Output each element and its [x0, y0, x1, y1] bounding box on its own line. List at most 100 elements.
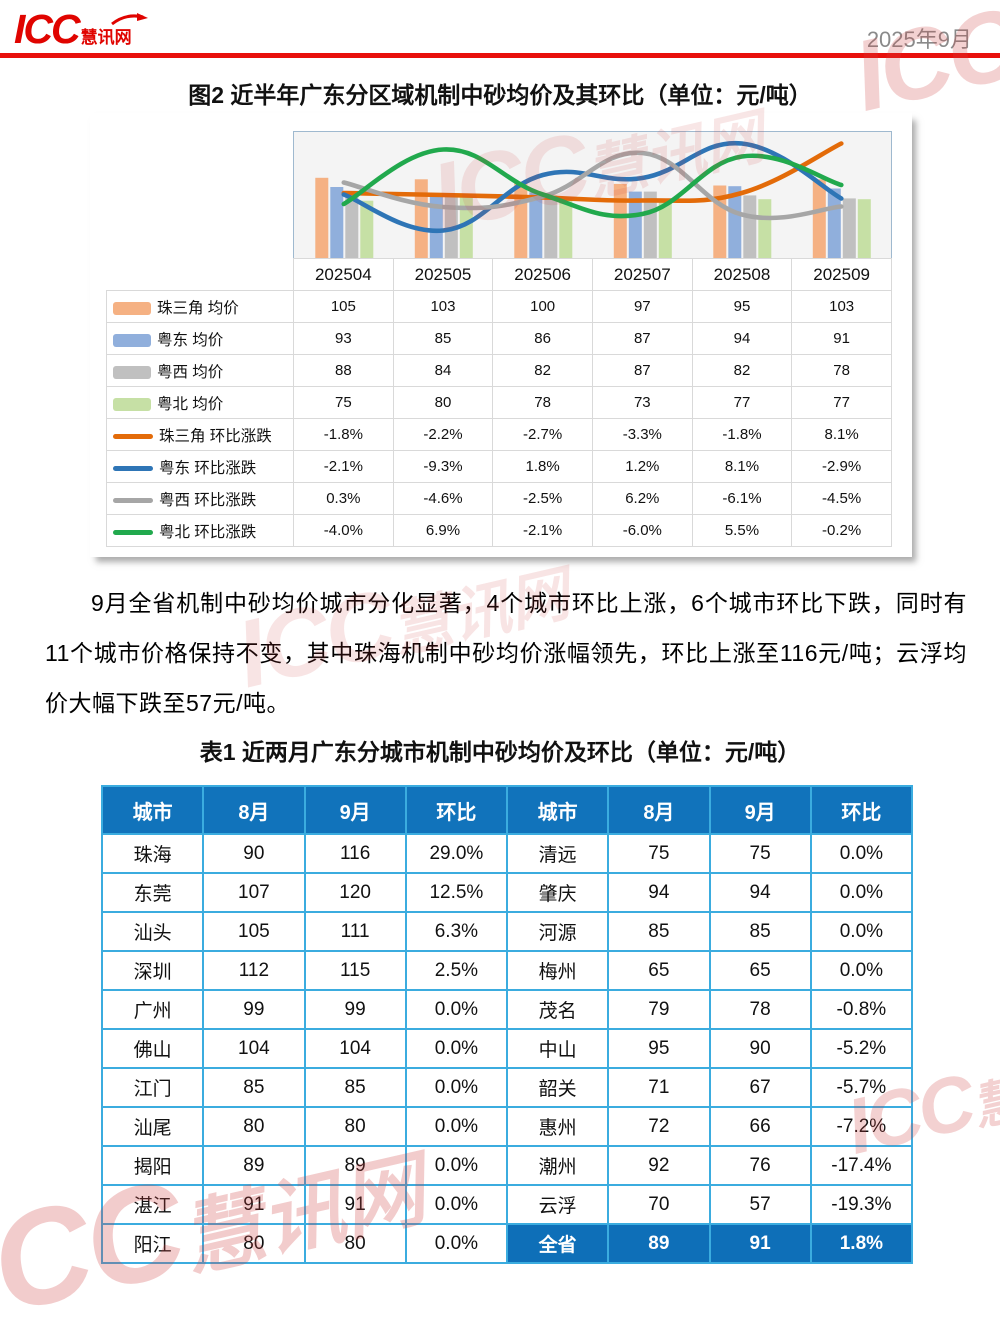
- value-cell: 103: [392, 290, 494, 323]
- table1-cell: 66: [708, 1106, 812, 1147]
- legend-line-swatch: [113, 433, 153, 439]
- table1-cell: 12.5%: [404, 872, 509, 913]
- bar-0-2: [514, 181, 528, 258]
- table1-cell: 0.0%: [404, 1145, 509, 1186]
- table1-cell: 90: [202, 833, 306, 874]
- table1-cell: 76: [708, 1145, 812, 1186]
- value-cell: 78: [791, 354, 892, 387]
- value-cell: 100: [492, 290, 593, 323]
- month-cell: 202507: [591, 258, 693, 291]
- legend-bar-swatch: [113, 397, 151, 411]
- table1-header-cell: 环比: [809, 785, 914, 835]
- table1-cell: 0.0%: [404, 1067, 509, 1108]
- table1-row: 阳江 80 80 0.0% 全省 89 91 1.8%: [100, 1223, 914, 1264]
- series-row: 粤北 环比涨跌 -4.0% 6.9% -2.1% -6.0% 5.5% -0.2%: [106, 514, 892, 547]
- table1-cell: 111: [303, 911, 407, 952]
- value-cell: -2.7%: [492, 418, 593, 451]
- value-cell: 77: [791, 386, 892, 419]
- table1-cell: -5.7%: [809, 1067, 914, 1108]
- series-row: 粤东 均价 93 85 86 87 94 91: [106, 322, 892, 355]
- table1-cell: 72: [607, 1106, 711, 1147]
- table1-row: 珠海 90 116 29.0% 清远 75 75 0.0%: [100, 833, 914, 874]
- bar-3-0: [360, 200, 374, 258]
- value-cell: -2.2%: [392, 418, 494, 451]
- bar-2-2: [544, 195, 558, 258]
- value-cell: -2.5%: [492, 482, 593, 515]
- figure2-title: 图2 近半年广东分区域机制中砂均价及其环比（单位：元/吨）: [188, 82, 812, 108]
- value-cell: 105: [293, 290, 394, 323]
- value-cell: 95: [691, 290, 793, 323]
- table1-cell: 韶关: [505, 1067, 610, 1108]
- line-3: [341, 147, 844, 219]
- table1-cell: 71: [607, 1067, 711, 1108]
- bar-0-3: [613, 183, 627, 258]
- bar-0-0: [315, 177, 329, 258]
- legend-line-swatch: [113, 497, 153, 503]
- table1-cell: 全省: [505, 1223, 610, 1264]
- value-cell: 84: [392, 354, 494, 387]
- table1-cell: 佛山: [100, 1028, 205, 1069]
- issue-date: 2025年9月: [866, 27, 972, 52]
- series-label-cell: 珠三角 均价: [106, 290, 294, 323]
- table1-cell: 80: [202, 1106, 306, 1147]
- series-label-cell: 粤东 均价: [106, 322, 294, 355]
- table1-row: 汕头 105 111 6.3% 河源 85 85 0.0%: [100, 911, 914, 952]
- table1-cell: -17.4%: [809, 1145, 914, 1186]
- value-cell: -4.6%: [392, 482, 494, 515]
- table1-cell: 65: [708, 950, 812, 991]
- table1-cell: 120: [303, 872, 407, 913]
- table1-cell: 阳江: [100, 1223, 205, 1264]
- table1-cell: 85: [607, 911, 711, 952]
- bar-3-4: [758, 199, 772, 258]
- value-cell: -4.5%: [791, 482, 892, 515]
- series-label-cell: 粤北 均价: [106, 386, 294, 419]
- table1-cell: 90: [708, 1028, 812, 1069]
- value-cell: 73: [591, 386, 693, 419]
- table1-cell: 湛江: [100, 1184, 205, 1225]
- table1-cell: 67: [708, 1067, 812, 1108]
- series-row: 珠三角 均价 105 103 100 97 95 103: [106, 290, 892, 323]
- table1-cell: 57: [708, 1184, 812, 1225]
- month-cell: 202506: [492, 258, 593, 291]
- value-cell: 5.5%: [691, 514, 793, 547]
- bar-2-4: [743, 195, 757, 258]
- table1-cell: 80: [303, 1223, 407, 1264]
- table1-header-cell: 城市: [100, 785, 205, 835]
- table1-cell: 清远: [505, 833, 610, 874]
- table1-cell: 112: [202, 950, 306, 991]
- table1-cell: 河源: [505, 911, 610, 952]
- value-cell: 78: [492, 386, 593, 419]
- table1-title: 表1 近两月广东分城市机制中砂均价及环比（单位：元/吨）: [199, 739, 801, 765]
- value-cell: 85: [392, 322, 494, 355]
- table1-cell: 0.0%: [404, 1223, 509, 1264]
- table1-cell: 75: [708, 833, 812, 874]
- table1-cell: 95: [607, 1028, 711, 1069]
- table1-cell: 65: [607, 950, 711, 991]
- table1-cell: 89: [607, 1223, 711, 1264]
- figure2-data-table: 202504 202505 202506 202507 202508 202509 珠三角 …: [106, 258, 892, 547]
- logo-swoosh-icon: [111, 13, 148, 26]
- icc-logo-text: ICC: [14, 6, 81, 52]
- table1-cell: -7.2%: [809, 1106, 914, 1147]
- figure2-card: 202504 202505 202506 202507 202508 202509 珠三角 …: [90, 113, 912, 557]
- value-cell: -6.1%: [691, 482, 793, 515]
- month-cell: 202509: [791, 258, 892, 291]
- table1-cell: -19.3%: [809, 1184, 914, 1225]
- table1-cell: 茂名: [505, 989, 610, 1030]
- table1-cell: 0.0%: [404, 1184, 509, 1225]
- table1-cell: 汕尾: [100, 1106, 205, 1147]
- table1-cell: 104: [303, 1028, 407, 1069]
- bar-2-3: [643, 191, 657, 258]
- body-paragraph: 9月全省机制中砂均价城市分化显著，4个城市环比上涨，6个城市环比下跌，同时有11…: [45, 590, 967, 716]
- value-cell: 77: [691, 386, 793, 419]
- legend-bar-swatch: [113, 301, 151, 315]
- table1-cell: 珠海: [100, 833, 205, 874]
- table1-cell: 惠州: [505, 1106, 610, 1147]
- figure2-plot-area: [293, 131, 892, 259]
- value-cell: 8.1%: [791, 418, 892, 451]
- table1-cell: 广州: [100, 989, 205, 1030]
- table1-cell: 中山: [505, 1028, 610, 1069]
- bar-1-4: [728, 186, 742, 258]
- series-row: 珠三角 环比涨跌 -1.8% -2.2% -2.7% -3.3% -1.8% 8.1%: [106, 418, 892, 451]
- value-cell: 75: [293, 386, 394, 419]
